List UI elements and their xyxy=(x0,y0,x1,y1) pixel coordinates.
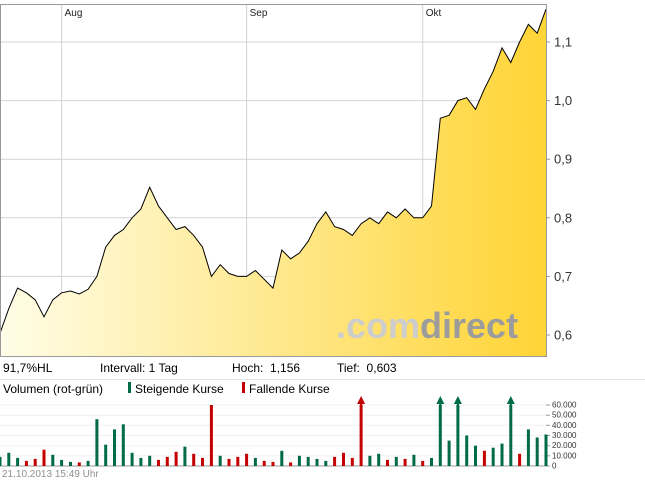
svg-text:10.000: 10.000 xyxy=(552,451,577,460)
volume-overflow-markers xyxy=(357,396,515,409)
price-frame xyxy=(0,4,547,357)
falling-label: Fallende Kurse xyxy=(249,382,330,396)
svg-text:40.000: 40.000 xyxy=(552,421,577,430)
volume-legend: Volumen (rot-grün) Steigende Kurse Falle… xyxy=(0,379,645,396)
volume-bars xyxy=(0,405,548,467)
high-value: Hoch: 1,156 xyxy=(232,361,301,375)
stats-row: 91,7%HL Intervall: 1 Tag Hoch: 1,156 Tie… xyxy=(0,358,645,378)
low-value: Tief: 0,603 xyxy=(337,361,397,375)
volume-label: Volumen (rot-grün) xyxy=(3,382,104,396)
rising-label: Steigende Kurse xyxy=(135,382,224,396)
interval-value: Intervall: 1 Tag xyxy=(100,361,178,375)
svg-text:1,1: 1,1 xyxy=(554,35,572,50)
svg-text:30.000: 30.000 xyxy=(552,431,577,440)
price-y-axis-labels: 1,1 1,0 0,9 0,8 0,7 0,6 xyxy=(546,35,572,343)
svg-text:Aug: Aug xyxy=(65,8,83,19)
price-area xyxy=(0,9,546,357)
price-chart: .comdirect Aug Sep Okt 1,1 1,0 0,9 0,8 0,7 0,6 xyxy=(0,4,572,357)
falling-bar-icon xyxy=(242,382,245,393)
svg-text:50.000: 50.000 xyxy=(552,411,577,420)
svg-text:0,8: 0,8 xyxy=(554,210,572,225)
comdirect-watermark: .comdirect xyxy=(336,305,518,346)
price-month-labels: Aug Sep Okt xyxy=(65,8,442,19)
svg-text:0: 0 xyxy=(552,462,557,471)
svg-text:20.000: 20.000 xyxy=(552,441,577,450)
svg-text:Sep: Sep xyxy=(250,8,268,19)
hl-percent: 91,7%HL xyxy=(3,361,53,375)
timestamp: 21.10.2013 15:49 Uhr xyxy=(2,469,99,480)
svg-text:1,0: 1,0 xyxy=(554,93,572,108)
rising-bar-icon xyxy=(128,382,131,393)
svg-text:0,6: 0,6 xyxy=(554,328,572,343)
svg-text:Okt: Okt xyxy=(426,8,442,19)
svg-text:0,7: 0,7 xyxy=(554,269,572,284)
svg-text:0,9: 0,9 xyxy=(554,152,572,167)
price-line xyxy=(0,9,547,334)
svg-text:60.000: 60.000 xyxy=(552,401,577,410)
